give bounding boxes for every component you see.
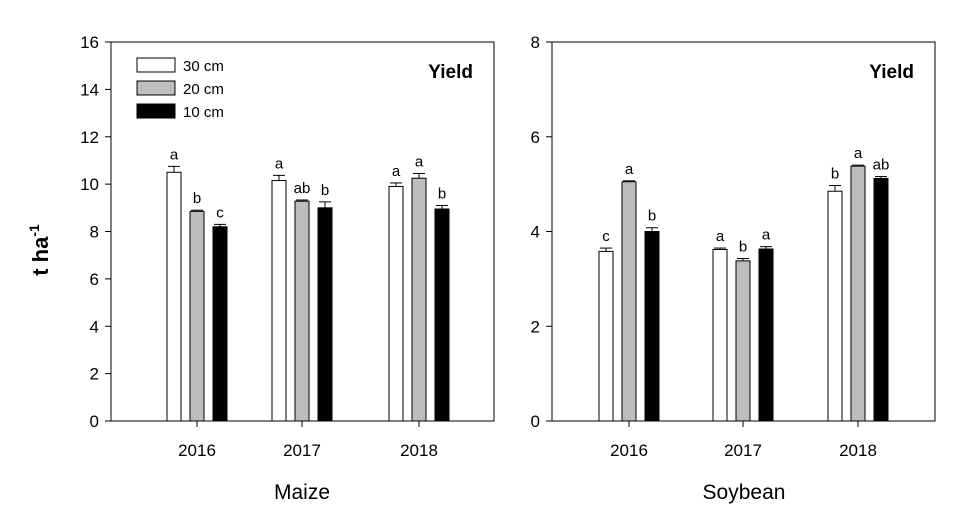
- soybean-bar-2016-10cm: [644, 231, 660, 422]
- soybean-significance-letter: b: [739, 239, 747, 256]
- soybean-bar-2018-30cm: [827, 190, 843, 422]
- soybean-x-tick-label-2017: 2017: [724, 441, 762, 460]
- soybean-significance-letter: b: [648, 208, 656, 225]
- legend-label-20cm: 20 cm: [183, 81, 224, 98]
- maize-significance-letter: b: [321, 182, 329, 199]
- legend-swatch-20cm: [136, 80, 176, 96]
- maize-significance-letter: b: [193, 190, 201, 207]
- soybean-x-tick-label-2018: 2018: [839, 441, 877, 460]
- maize-y-tick-label: 14: [80, 80, 99, 99]
- maize-x-tick-label-2017: 2017: [283, 441, 321, 460]
- maize-bar-2017-10cm: [317, 207, 333, 422]
- maize-significance-letter: ab: [294, 180, 311, 197]
- maize-significance-letter: a: [415, 153, 424, 170]
- soybean-y-tick-label: 8: [531, 33, 540, 52]
- maize-significance-letter: a: [275, 155, 284, 172]
- soybean-significance-letter: a: [762, 227, 771, 244]
- legend-swatch-30cm: [136, 57, 176, 73]
- maize-bar-2018-20cm: [411, 177, 427, 422]
- maize-y-tick-label: 8: [90, 223, 99, 242]
- maize-y-axis-label: t ha-1: [26, 224, 53, 276]
- svg-text:t ha-1: t ha-1: [26, 224, 53, 276]
- soybean-bar-2017-10cm: [758, 248, 774, 422]
- maize-y-tick-label: 6: [90, 270, 99, 289]
- soybean-y-tick-label: 4: [531, 223, 540, 242]
- soybean-significance-letter: b: [831, 166, 839, 183]
- maize-bar-2018-10cm: [434, 208, 450, 422]
- maize-y-tick-label: 16: [80, 33, 99, 52]
- soybean-bar-2018-20cm: [850, 165, 866, 422]
- soybean-bar-2017-20cm: [735, 260, 751, 422]
- soybean-y-tick-label: 0: [531, 412, 540, 431]
- maize-significance-letter: c: [216, 204, 224, 221]
- soybean-x-axis-label: Soybean: [703, 481, 786, 504]
- maize-x-tick-label-2016: 2016: [178, 441, 216, 460]
- maize-bar-2016-20cm: [189, 210, 205, 422]
- maize-y-tick-label: 4: [90, 317, 99, 336]
- maize-y-axis-label-text: t ha: [28, 236, 53, 276]
- maize-y-axis-label-superscript: -1: [26, 224, 42, 237]
- soybean-bar-2017-30cm: [712, 249, 728, 422]
- maize-significance-letter: a: [392, 163, 401, 180]
- soybean-y-tick-label: 6: [531, 128, 540, 147]
- soybean-significance-letter: a: [854, 145, 863, 162]
- maize-y-tick-label: 0: [90, 412, 99, 431]
- maize-bar-2017-20cm: [294, 200, 310, 422]
- maize-bar-2016-10cm: [212, 226, 228, 422]
- soybean-significance-letter: c: [602, 228, 610, 245]
- maize-chart-title: Yield: [428, 62, 473, 83]
- soybean-bar-2016-30cm: [598, 250, 614, 422]
- legend-label-10cm: 10 cm: [183, 104, 224, 121]
- legend-label-30cm: 30 cm: [183, 58, 224, 75]
- maize-x-tick-label-2018: 2018: [400, 441, 438, 460]
- maize-bar-2016-30cm: [166, 171, 182, 422]
- maize-y-tick-label: 2: [90, 365, 99, 384]
- soybean-bar-2018-10cm: [873, 177, 889, 422]
- soybean-significance-letter: a: [625, 161, 634, 178]
- maize-y-tick-label: 12: [80, 128, 99, 147]
- maize-y-tick-label: 10: [80, 175, 99, 194]
- soybean-significance-letter: ab: [873, 157, 890, 174]
- soybean-y-tick-label: 2: [531, 317, 540, 336]
- soybean-significance-letter: a: [716, 228, 725, 245]
- maize-legend: 30 cm 20 cm 10 cm: [136, 57, 224, 121]
- legend-swatch-10cm: [136, 103, 176, 119]
- maize-bar-2018-30cm: [388, 185, 404, 422]
- maize-bar-2017-30cm: [271, 180, 287, 422]
- maize-significance-letter: b: [438, 185, 446, 202]
- maize-x-axis-label: Maize: [274, 481, 330, 504]
- soybean-bar-2016-20cm: [621, 181, 637, 422]
- soybean-chart-title: Yield: [869, 62, 914, 83]
- soybean-x-tick-label-2016: 2016: [610, 441, 648, 460]
- maize-significance-letter: a: [170, 146, 179, 163]
